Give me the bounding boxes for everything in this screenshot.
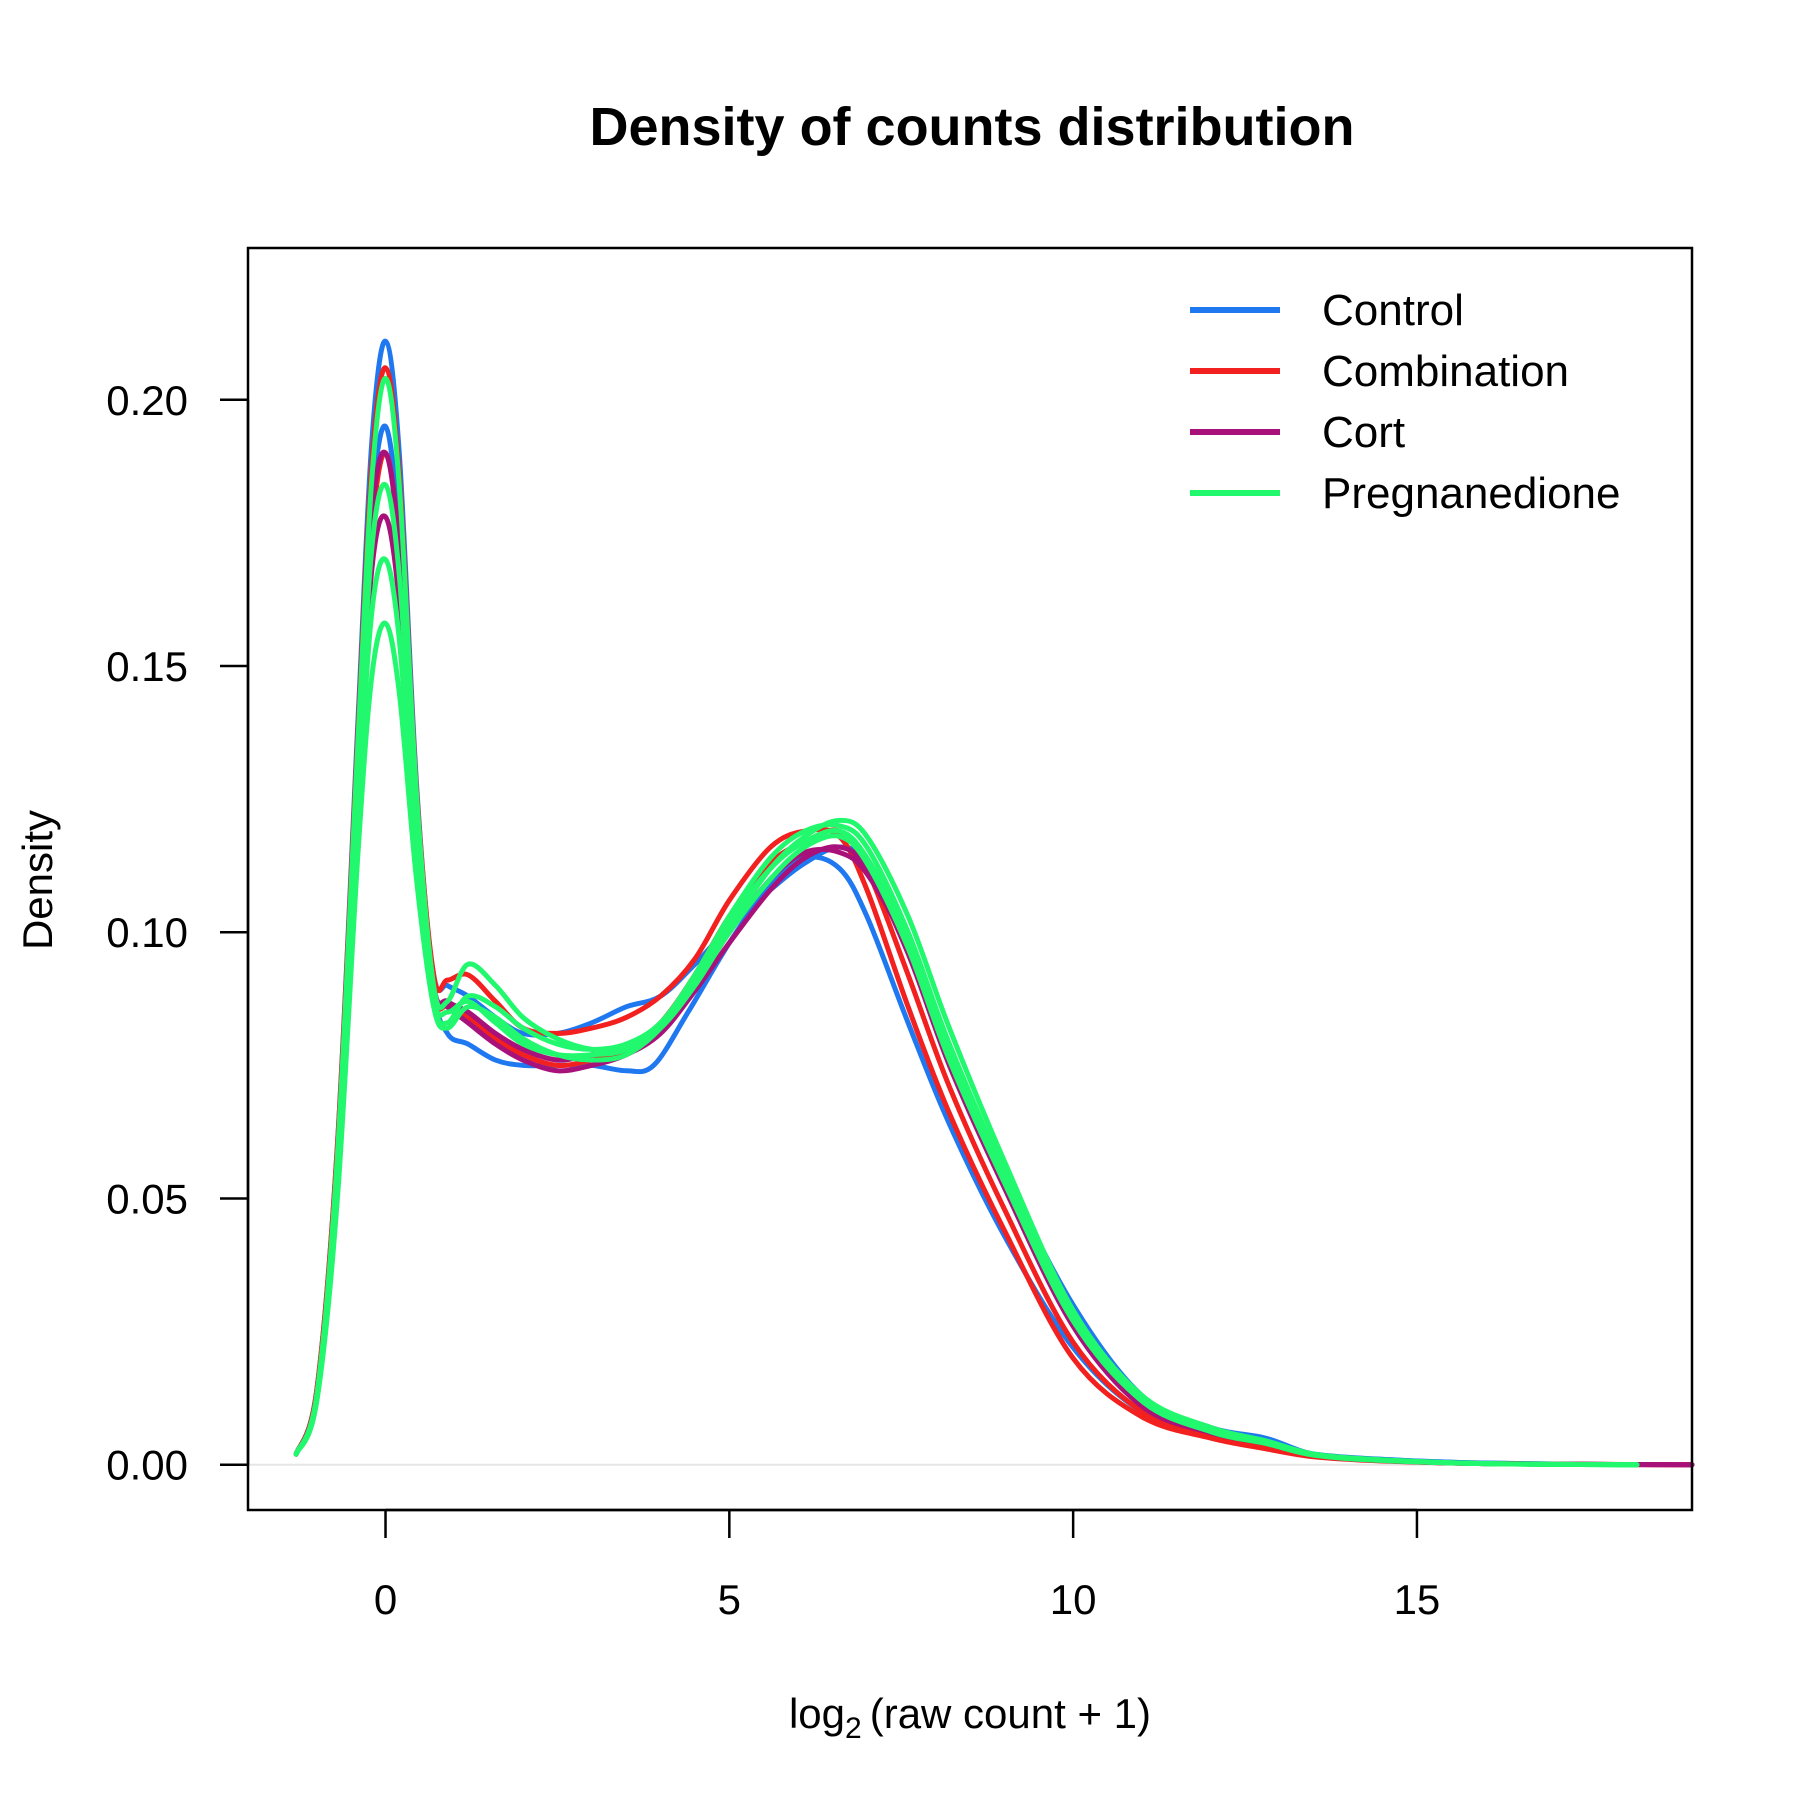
series-line-combination-3 [293, 450, 1695, 1468]
series-line-cort-5 [293, 449, 1695, 1468]
plot-frame [246, 246, 1694, 1512]
series-line-pregnanedione-8 [293, 375, 1640, 1468]
y-tick-label: 0.05 [106, 1175, 188, 1222]
x-axis-label-expression: (raw count + 1) [870, 1690, 1151, 1737]
y-tick-label: 0.00 [106, 1442, 188, 1489]
y-tick-label: 0.10 [106, 909, 188, 956]
x-axis-label: log2 (raw count + 1) [789, 1690, 1151, 1745]
chart-title: Density of counts distribution [590, 97, 1355, 157]
x-tick-label: 5 [718, 1576, 741, 1623]
x-axis-label-subscript: 2 [845, 1712, 862, 1745]
x-tick-label: 10 [1050, 1576, 1097, 1623]
series-line-pregnanedione-9 [293, 481, 1640, 1468]
legend-label-combination: Combination [1322, 347, 1569, 396]
legend-label-control: Control [1322, 286, 1464, 335]
series-line-control-1 [293, 423, 1640, 1468]
y-tick-label: 0.15 [106, 643, 188, 690]
y-axis-label: Density [14, 810, 61, 950]
series-line-combination-2 [293, 365, 1695, 1468]
legend: Control Combination Cort Pregnanedione [1190, 286, 1620, 518]
x-axis-label-log: log [789, 1690, 845, 1737]
legend-label-cort: Cort [1322, 408, 1405, 457]
legend-label-pregnanedione: Pregnanedione [1322, 469, 1620, 518]
y-tick-label: 0.20 [106, 377, 188, 424]
x-tick-label: 0 [374, 1576, 397, 1623]
series-line-cort-4 [293, 513, 1695, 1468]
y-axis: 0.00 0.05 0.10 0.15 0.20 [106, 377, 250, 1489]
series-line-pregnanedione-7 [293, 556, 1640, 1468]
x-axis: 0 5 10 15 [374, 1508, 1441, 1623]
x-tick-label: 15 [1394, 1576, 1441, 1623]
series-layer [293, 338, 1695, 1468]
